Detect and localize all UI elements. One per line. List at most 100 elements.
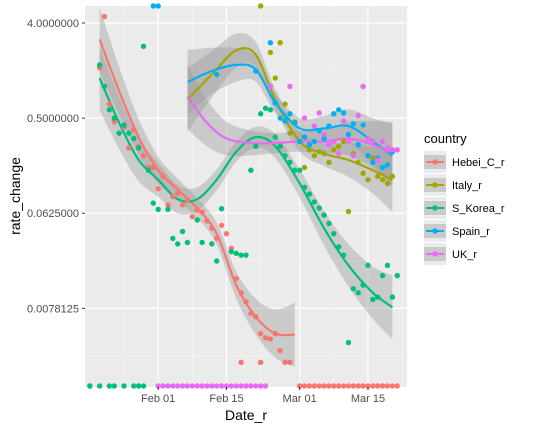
point-S_Korea_r xyxy=(360,282,366,288)
point-S_Korea_r xyxy=(257,111,264,117)
point-S_Korea_r xyxy=(326,220,332,227)
zero-point-Hebei_C_r xyxy=(306,383,313,389)
point-Italy_r xyxy=(277,40,283,46)
zero-point-UK_r xyxy=(209,383,215,389)
y-tick-label: 4.0000000 xyxy=(27,18,79,30)
data-points xyxy=(87,3,400,389)
point-Hebei_C_r xyxy=(174,190,181,196)
point-S_Korea_r xyxy=(135,145,142,151)
point-Spain_r xyxy=(267,40,274,46)
point-S_Korea_r xyxy=(126,130,132,136)
zero-point-Hebei_C_r xyxy=(326,383,332,389)
zero-point-UK_r xyxy=(228,383,235,389)
point-Italy_r xyxy=(360,170,366,176)
point-Spain_r xyxy=(379,164,386,171)
point-S_Korea_r xyxy=(184,239,191,246)
point-S_Korea_r xyxy=(170,235,176,242)
zero-point-S_Korea_r xyxy=(111,383,117,389)
point-S_Korea_r xyxy=(287,159,293,166)
point-Italy_r xyxy=(384,180,391,187)
zero-point-Hebei_C_r xyxy=(321,383,327,389)
point-Spain_r xyxy=(301,134,308,140)
point-Spain_r xyxy=(311,138,318,145)
zero-point-UK_r xyxy=(189,383,196,389)
point-S_Korea_r xyxy=(165,206,171,213)
point-S_Korea_r xyxy=(340,252,347,258)
point-S_Korea_r xyxy=(96,62,103,68)
zero-point-UK_r xyxy=(214,383,220,389)
zero-point-UK_r xyxy=(170,383,176,389)
zero-point-Hebei_C_r xyxy=(355,383,361,389)
point-Italy_r xyxy=(365,177,371,183)
point-Italy_r xyxy=(340,138,347,145)
point-S_Korea_r xyxy=(335,244,342,250)
point-UK_r xyxy=(355,112,361,119)
point-Spain_r xyxy=(287,111,293,117)
point-Hebei_C_r xyxy=(214,235,220,242)
point-Hebei_C_r xyxy=(170,193,176,200)
legend-key-point xyxy=(432,159,438,165)
point-UK_r xyxy=(335,150,342,157)
point-S_Korea_r xyxy=(179,228,186,235)
point-S_Korea_r xyxy=(243,252,249,258)
point-Hebei_C_r xyxy=(126,145,132,151)
zero-point-UK_r xyxy=(243,383,249,389)
point-Hebei_C_r xyxy=(101,13,108,20)
zero-point-S_Korea_r xyxy=(106,383,113,389)
point-Hebei_C_r xyxy=(150,164,157,171)
point-Spain_r xyxy=(384,162,391,168)
legend-title: country xyxy=(424,131,467,146)
panel-background xyxy=(85,6,407,387)
point-Spain_r xyxy=(253,68,259,74)
point-Italy_r xyxy=(287,130,293,136)
point-Hebei_C_r xyxy=(194,207,200,213)
point-Spain_r xyxy=(282,118,288,124)
point-UK_r xyxy=(331,138,337,145)
point-S_Korea_r xyxy=(272,134,278,140)
point-Italy_r xyxy=(345,208,352,215)
point-S_Korea_r xyxy=(194,217,200,223)
zero-point-Hebei_C_r xyxy=(384,383,391,389)
point-Spain_r xyxy=(296,138,303,145)
point-UK_r xyxy=(389,147,396,153)
point-UK_r xyxy=(340,118,347,124)
ribbon-Spain_r xyxy=(187,47,393,188)
point-Italy_r xyxy=(379,177,386,183)
point-UK_r xyxy=(321,131,327,138)
point-Italy_r xyxy=(257,3,264,9)
point-Spain_r xyxy=(355,141,361,148)
point-UK_r xyxy=(360,83,366,90)
point-Spain_r xyxy=(277,115,283,121)
zero-point-UK_r xyxy=(238,383,244,389)
point-S_Korea_r xyxy=(350,286,357,292)
y-axis-ticks: 0.0078125 0.0625000 0.5000000 4.0000000 xyxy=(27,18,85,315)
point-S_Korea_r xyxy=(233,250,239,257)
point-Hebei_C_r xyxy=(209,225,215,231)
point-S_Korea_r xyxy=(131,135,137,142)
point-Hebei_C_r xyxy=(140,152,147,159)
point-S_Korea_r xyxy=(218,206,225,212)
zero-point-UK_r xyxy=(174,383,181,389)
point-UK_r xyxy=(267,83,274,90)
zero-point-S_Korea_r xyxy=(96,383,103,389)
point-Hebei_C_r xyxy=(287,359,293,366)
point-Spain_r xyxy=(326,123,332,129)
point-Spain_r xyxy=(292,120,298,126)
point-Spain_r xyxy=(272,100,278,106)
point-UK_r xyxy=(375,157,381,163)
point-Spain_r xyxy=(150,3,157,9)
point-UK_r xyxy=(316,110,322,116)
point-S_Korea_r xyxy=(121,122,127,128)
x-tick-label: Mar 01 xyxy=(283,393,317,405)
point-S_Korea_r xyxy=(150,200,157,206)
point-S_Korea_r xyxy=(370,296,376,303)
point-S_Korea_r xyxy=(101,83,108,90)
zero-point-Hebei_C_r xyxy=(350,383,357,389)
point-Italy_r xyxy=(335,143,342,150)
point-UK_r xyxy=(370,138,376,145)
x-tick-label: Mar 15 xyxy=(351,393,385,405)
point-S_Korea_r xyxy=(111,115,117,121)
point-S_Korea_r xyxy=(301,184,308,191)
point-S_Korea_r xyxy=(199,239,205,246)
zero-point-S_Korea_r xyxy=(131,383,137,389)
